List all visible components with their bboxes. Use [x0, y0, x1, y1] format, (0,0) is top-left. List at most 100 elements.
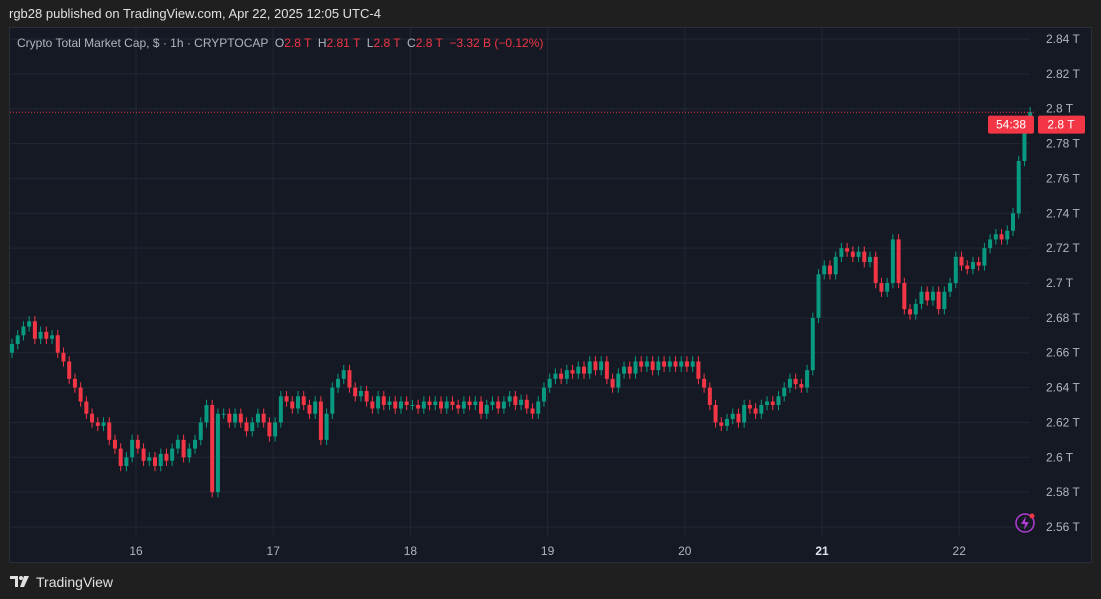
candle-body — [456, 405, 461, 409]
candle-body — [627, 366, 632, 374]
candle-body — [610, 378, 615, 388]
y-tick-label: 2.8 T — [1046, 102, 1074, 116]
candle-body — [948, 283, 953, 292]
candle-body — [307, 405, 312, 414]
candle-body — [410, 405, 415, 406]
candle-body — [118, 448, 123, 466]
candle-body — [147, 457, 152, 461]
candle-body — [536, 401, 541, 414]
candle-body — [84, 401, 89, 414]
candle-body — [564, 370, 569, 379]
candle-body — [702, 378, 707, 388]
candle-body — [61, 352, 66, 362]
candle-body — [839, 248, 844, 257]
candle-body — [742, 405, 747, 423]
candle-body — [599, 361, 604, 371]
candle-body — [461, 401, 466, 409]
candle-body — [250, 422, 255, 432]
y-tick-label: 2.62 T — [1046, 415, 1080, 429]
y-tick-label: 2.56 T — [1046, 520, 1080, 534]
candle-body — [976, 262, 981, 266]
candle-body — [433, 401, 438, 405]
published-header: rgb28 published on TradingView.com, Apr … — [9, 6, 381, 21]
chart-panel[interactable] — [9, 27, 1092, 563]
candle-body — [559, 373, 564, 379]
y-tick-label: 2.84 T — [1046, 32, 1080, 46]
candle-body — [587, 361, 592, 374]
symbol-title[interactable]: Crypto Total Market Cap, $ · 1h · CRYPTO… — [17, 36, 269, 50]
candle-body — [684, 361, 689, 367]
high-label: H — [317, 36, 327, 50]
candle-body — [330, 387, 335, 414]
y-tick-label: 2.82 T — [1046, 67, 1080, 81]
low-label: L — [366, 36, 374, 50]
low-value: 2.8 T — [373, 36, 401, 50]
x-tick-label: 18 — [404, 544, 418, 558]
candle-body — [141, 448, 146, 461]
y-tick-label: 2.68 T — [1046, 311, 1080, 325]
candle-body — [793, 378, 798, 385]
candle-body — [765, 401, 770, 405]
candle-body — [690, 361, 695, 367]
candle-body — [416, 405, 421, 409]
candle-body — [393, 401, 398, 409]
open-label: O — [274, 36, 285, 50]
candle-body — [170, 448, 175, 461]
candle-body — [833, 256, 838, 275]
candle-body — [908, 309, 913, 315]
candle-body — [622, 366, 627, 374]
candle-body — [244, 422, 249, 432]
y-tick-label: 2.76 T — [1046, 171, 1080, 185]
close-label: C — [407, 36, 416, 50]
candle-body — [604, 361, 609, 379]
x-tick-label: 16 — [129, 544, 143, 558]
candle-body — [576, 366, 581, 374]
candle-body — [776, 396, 781, 405]
candle-body — [942, 291, 947, 310]
candle-body — [925, 291, 930, 301]
candle-body — [679, 361, 684, 367]
candle-body — [553, 373, 558, 379]
candle-body — [55, 335, 60, 353]
candle-body — [198, 422, 203, 440]
x-tick-label: 21 — [815, 544, 829, 558]
candle-body — [747, 405, 752, 409]
candle-body — [21, 326, 26, 336]
candle-body — [547, 378, 552, 388]
last-price-value: 2.8 T — [1047, 118, 1075, 132]
candle-body — [782, 387, 787, 397]
candle-body — [953, 256, 958, 283]
lightning-icon[interactable] — [1015, 513, 1035, 533]
candle-body — [27, 321, 32, 327]
candle-body — [364, 391, 369, 402]
candle-body — [879, 283, 884, 292]
candle-body — [730, 413, 735, 419]
candle-body — [822, 265, 827, 275]
candle-body — [164, 453, 169, 461]
last-price-badge — [1038, 115, 1085, 134]
candle-body — [439, 401, 443, 409]
candle-body — [112, 439, 117, 449]
lightning-bolt — [1021, 516, 1029, 530]
y-tick-label: 2.74 T — [1046, 206, 1080, 220]
candle-body — [982, 248, 987, 266]
candle-body — [135, 439, 140, 449]
candle-body — [387, 401, 392, 405]
candle-body — [107, 422, 112, 440]
high-value: 2.81 T — [326, 36, 361, 50]
candle-body — [753, 408, 758, 414]
candle-body — [513, 396, 518, 405]
candle-body — [845, 248, 850, 252]
candle-body — [153, 457, 157, 466]
candle-body — [707, 387, 712, 405]
candle-body — [261, 413, 266, 423]
candle-body — [10, 344, 14, 353]
candle-body — [696, 361, 701, 379]
candle-body — [278, 396, 283, 423]
y-tick-label: 2.66 T — [1046, 346, 1080, 360]
x-tick-label: 22 — [953, 544, 967, 558]
candle-body — [484, 405, 489, 414]
candle-body — [667, 361, 672, 367]
candle-body — [501, 401, 506, 409]
